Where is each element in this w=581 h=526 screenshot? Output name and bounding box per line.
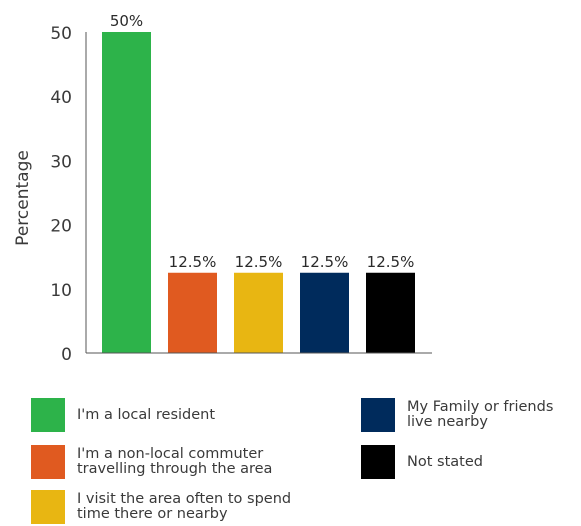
legend-item-3: I visit the area often to spend time the… xyxy=(31,490,291,524)
data-label-5: 12.5% xyxy=(367,253,415,271)
legend-item-5: Not stated xyxy=(361,445,483,479)
y-axis: 0 10 20 30 40 50 xyxy=(50,24,87,365)
data-labels: 50% 12.5% 12.5% 12.5% 12.5% xyxy=(110,12,415,271)
legend-label: Not stated xyxy=(407,453,483,470)
y-tick-label: 20 xyxy=(50,217,72,237)
legend-swatch xyxy=(361,445,395,479)
legend-swatch xyxy=(31,490,65,524)
bar-3 xyxy=(234,272,283,353)
legend-item-1: I'm a local resident xyxy=(31,398,215,432)
bars xyxy=(102,32,415,353)
legend-label: I'm a local resident xyxy=(77,406,216,423)
y-tick-label: 50 xyxy=(50,24,72,44)
legend-label: I'm a non-local commuter travelling thro… xyxy=(77,446,273,477)
y-tick-label: 10 xyxy=(50,281,72,301)
legend-swatch xyxy=(361,398,395,432)
legend-item-2: I'm a non-local commuter travelling thro… xyxy=(31,445,272,479)
legend-label: I visit the area often to spend time the… xyxy=(77,491,292,522)
bar-1 xyxy=(102,32,151,353)
y-tick-label: 30 xyxy=(50,152,72,172)
y-tick-label: 0 xyxy=(61,345,72,365)
data-label-4: 12.5% xyxy=(301,253,349,271)
legend-swatch xyxy=(31,398,65,432)
legend-label: My Family or friends live nearby xyxy=(407,399,554,430)
bar-4 xyxy=(300,272,349,353)
y-tick-label: 40 xyxy=(50,88,72,108)
y-axis-title: Percentage xyxy=(13,150,33,246)
data-label-1: 50% xyxy=(110,12,143,30)
legend-swatch xyxy=(31,445,65,479)
bar-2 xyxy=(168,272,217,353)
bar-5 xyxy=(366,272,415,353)
legend-item-4: My Family or friends live nearby xyxy=(361,398,553,432)
data-label-3: 12.5% xyxy=(235,253,283,271)
data-label-2: 12.5% xyxy=(169,253,217,271)
